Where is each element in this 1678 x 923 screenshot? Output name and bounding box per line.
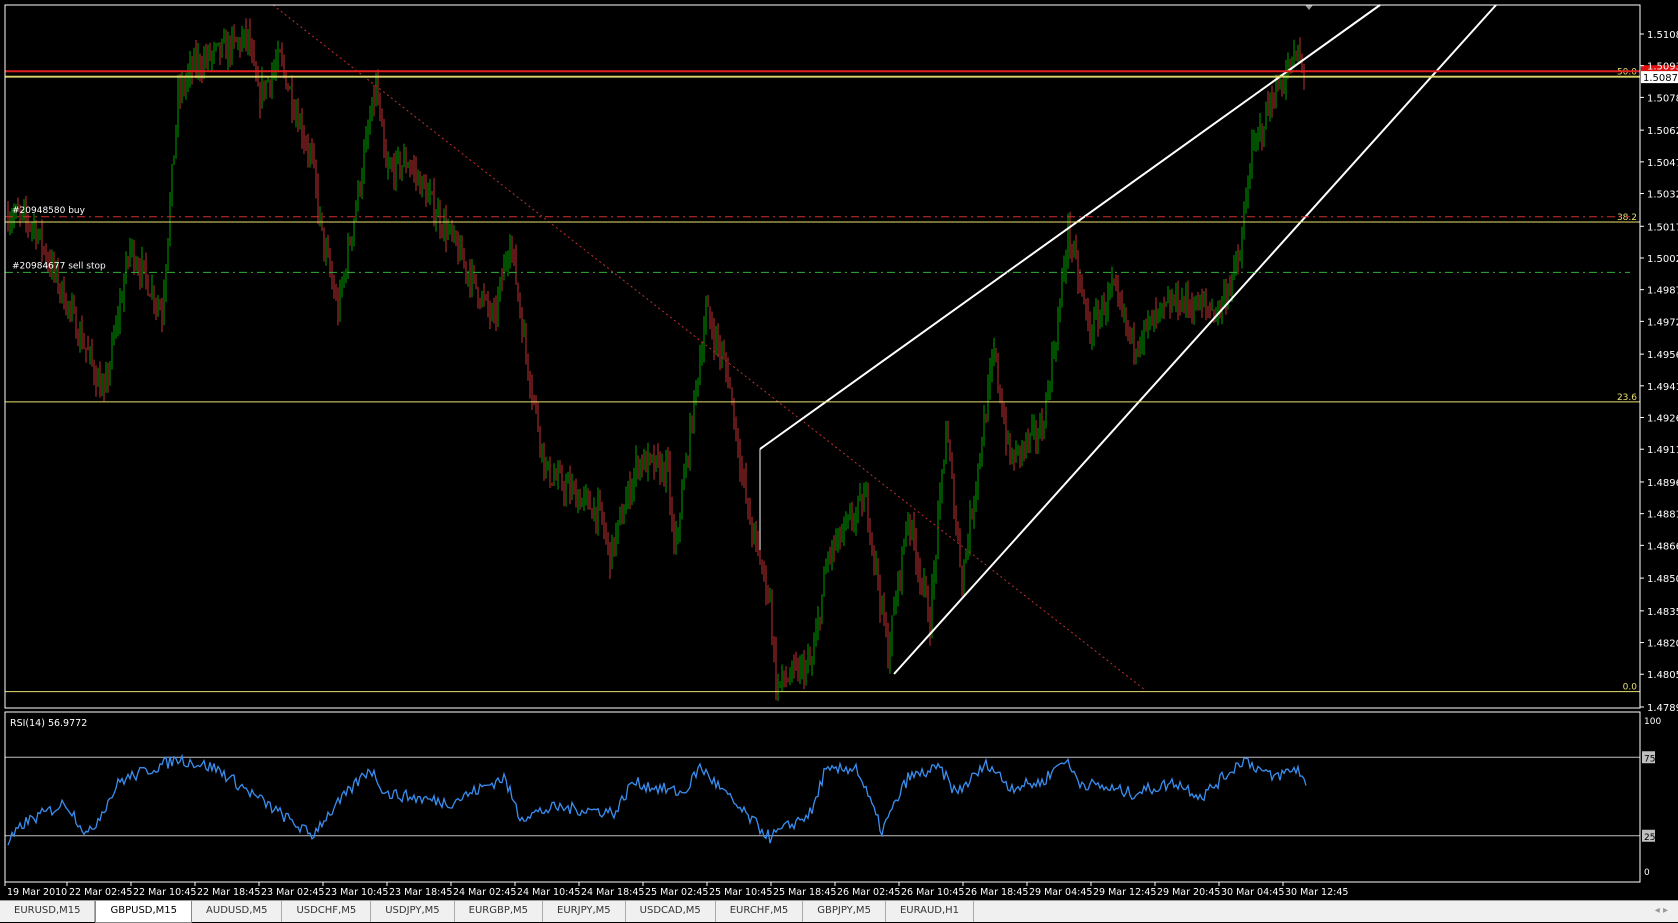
time-tick-label: 25 Mar 18:45 <box>773 887 836 898</box>
rsi-pane-frame <box>4 711 1641 883</box>
chart-tab[interactable]: EURCHF,M5 <box>716 901 804 922</box>
time-tick-label: 26 Mar 18:45 <box>965 887 1028 898</box>
price-tick-label: 1.49115 <box>1647 445 1678 456</box>
time-tick-label: 29 Mar 12:45 <box>1093 887 1156 898</box>
chart-tab[interactable]: USDJPY,M5 <box>371 901 455 922</box>
fib-level-label: 50.0 <box>1617 67 1637 77</box>
time-tick-label: 24 Mar 02:45 <box>453 887 516 898</box>
shift-marker-icon <box>1305 5 1313 10</box>
price-tick-label: 1.48350 <box>1647 607 1678 618</box>
order-label: #20984677 sell stop <box>12 261 106 271</box>
time-tick-label: 26 Mar 10:45 <box>901 887 964 898</box>
time-tick-label: 22 Mar 10:45 <box>133 887 196 898</box>
tab-scroll-arrows-icon[interactable]: ◂ ▸ <box>1654 905 1668 916</box>
bid-price-marker <box>1641 71 1678 84</box>
chart-tabs: EURUSD,M15 GBPUSD,M15 AUDUSD,M5 USDCHF,M5 US… <box>0 900 1678 923</box>
bid-price-label: 1.50876 <box>1643 73 1678 84</box>
channel-lower-line <box>893 4 1497 675</box>
price-pane-frame <box>4 4 1641 709</box>
chart-canvas[interactable]: 50.0 38.2 23.6 0.0 #20948580 buy #20984677 se… <box>0 0 1678 900</box>
price-tick-label: 1.50625 <box>1647 126 1678 137</box>
chart-tab[interactable]: USDCAD,M5 <box>626 901 716 922</box>
price-tick-label: 1.48810 <box>1647 510 1678 521</box>
time-tick-label: 30 Mar 04:45 <box>1221 887 1284 898</box>
price-tick-label: 1.48660 <box>1647 541 1678 552</box>
trend-line <box>272 4 1146 691</box>
rsi-level-marker <box>1642 751 1655 764</box>
rsi-tick-label: 0 <box>1644 868 1650 878</box>
fib-level-label: 23.6 <box>1617 393 1637 403</box>
price-tick-label: 1.48505 <box>1647 574 1678 585</box>
time-tick-label: 30 Mar 12:45 <box>1285 887 1348 898</box>
price-tick-label: 1.50930 <box>1647 62 1678 73</box>
fib-level-label: 38.2 <box>1617 213 1637 223</box>
price-tick-label: 1.51080 <box>1647 30 1678 41</box>
rsi-line <box>7 753 1307 846</box>
price-tick-label: 1.48200 <box>1647 639 1678 650</box>
ask-price-marker <box>1641 65 1678 72</box>
time-tick-label: 25 Mar 02:45 <box>645 887 708 898</box>
rsi-tick-label: 100 <box>1644 717 1661 727</box>
price-tick-label: 1.49265 <box>1647 414 1678 425</box>
time-tick-label: 29 Mar 20:45 <box>1157 887 1220 898</box>
order-label: #20948580 buy <box>12 206 86 216</box>
price-tick-label: 1.50325 <box>1647 190 1678 201</box>
price-tick-label: 1.48960 <box>1647 478 1678 489</box>
rsi-tick-label: 75 <box>1644 754 1655 764</box>
price-tick-label: 1.48050 <box>1647 670 1678 681</box>
fib-level-label: 0.0 <box>1623 683 1638 693</box>
price-tick-label: 1.49565 <box>1647 350 1678 361</box>
chart-tab[interactable]: EURUSD,M15 <box>0 901 96 922</box>
price-tick-label: 1.49720 <box>1647 317 1678 328</box>
time-tick-label: 24 Mar 18:45 <box>581 887 644 898</box>
price-tick-label: 1.49870 <box>1647 286 1678 297</box>
chart-tab[interactable]: EURAUD,H1 <box>886 901 975 922</box>
price-tick-label: 1.50475 <box>1647 158 1678 169</box>
chart-tab[interactable]: GBPUSD,M15 <box>95 901 193 923</box>
time-tick-label: 22 Mar 02:45 <box>69 887 132 898</box>
chart-tab[interactable]: AUDUSD,M5 <box>192 901 283 922</box>
price-tick-label: 1.47895 <box>1647 703 1678 714</box>
time-tick-label: 26 Mar 02:45 <box>837 887 900 898</box>
chart-tab[interactable]: EURJPY,M5 <box>543 901 626 922</box>
chart-tab[interactable]: EURGBP,M5 <box>455 901 544 922</box>
time-tick-label: 24 Mar 10:45 <box>517 887 580 898</box>
price-tick-label: 1.50020 <box>1647 254 1678 265</box>
time-tick-label: 29 Mar 04:45 <box>1029 887 1092 898</box>
price-tick-label: 1.49415 <box>1647 382 1678 393</box>
rsi-label: RSI(14) 56.9772 <box>10 718 87 729</box>
channel-upper-line <box>759 4 1381 450</box>
chart-tab[interactable]: USDCHF,M5 <box>282 901 372 922</box>
time-tick-label: 25 Mar 10:45 <box>709 887 772 898</box>
rsi-tick-label: 25 <box>1644 833 1655 843</box>
chart-window[interactable]: 50.0 38.2 23.6 0.0 #20948580 buy #20984677 se… <box>0 0 1678 900</box>
chart-tab[interactable]: GBPJPY,M5 <box>803 901 886 922</box>
rsi-level-marker <box>1642 829 1655 842</box>
time-tick-label: 23 Mar 02:45 <box>261 887 324 898</box>
time-tick-label: 22 Mar 18:45 <box>197 887 260 898</box>
price-tick-label: 1.50170 <box>1647 222 1678 233</box>
price-tick-label: 1.50780 <box>1647 93 1678 104</box>
time-tick-label: 23 Mar 18:45 <box>389 887 452 898</box>
time-tick-label: 19 Mar 2010 <box>7 887 67 898</box>
time-tick-label: 23 Mar 10:45 <box>325 887 388 898</box>
